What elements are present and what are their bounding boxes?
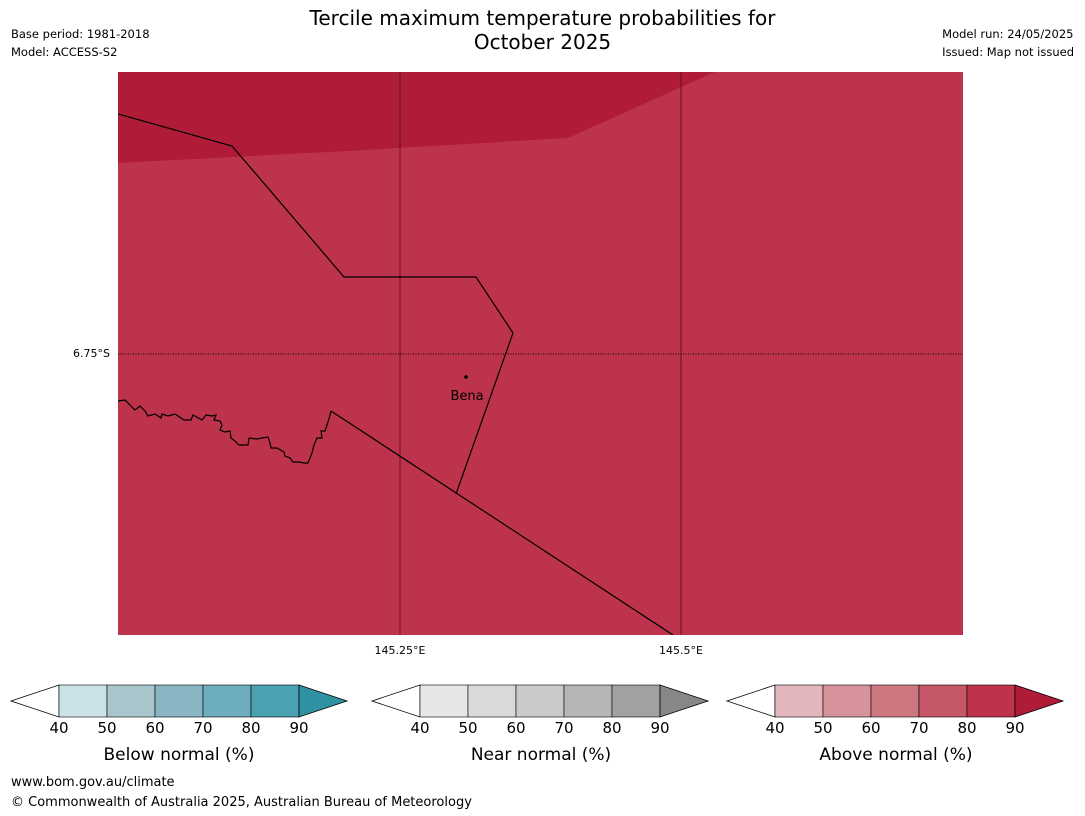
colorbar-over-arrow — [1014, 684, 1065, 718]
colorbar-tick-label: 70 — [193, 719, 213, 737]
map-canvas: Bena — [118, 72, 963, 635]
colorbar-over-arrow — [298, 684, 349, 718]
bena-label: Bena — [450, 389, 483, 404]
colorbar-tick-label: 80 — [957, 719, 977, 737]
river-boundary — [118, 399, 332, 464]
colorbar-tick-label: 40 — [410, 719, 430, 737]
meta-right: Model run: 24/05/2025 Issued: Map not is… — [942, 25, 1074, 61]
colorbar-under-arrow — [370, 684, 421, 718]
below-normal-colorbar — [9, 684, 349, 718]
map-region-high — [118, 72, 715, 163]
colorbar-segment — [774, 684, 824, 718]
colorbar-segment — [515, 684, 565, 718]
colorbar-tick-label: 60 — [861, 719, 881, 737]
colorbar-segment — [467, 684, 517, 718]
colorbar-tick-label: 80 — [241, 719, 261, 737]
below-normal-label: Below normal (%) — [103, 745, 255, 765]
colorbar-segment — [419, 684, 469, 718]
province-boundary — [118, 113, 514, 495]
above-normal-colorbar — [725, 684, 1065, 718]
base-period: Base period: 1981-2018 — [11, 27, 150, 41]
colorbar-segment — [563, 684, 613, 718]
colorbar-under-arrow — [9, 684, 60, 718]
meta-left: Base period: 1981-2018 Model: ACCESS-S2 — [11, 25, 150, 61]
colorbar-tick-label: 80 — [602, 719, 622, 737]
model-name: Model: ACCESS-S2 — [11, 45, 118, 59]
footer-url[interactable]: www.bom.gov.au/climate — [11, 775, 175, 790]
near-normal-label: Near normal (%) — [470, 745, 612, 765]
colorbar-tick-label: 50 — [813, 719, 833, 737]
colorbar-segment — [966, 684, 1016, 718]
colorbar-tick-label: 60 — [145, 719, 165, 737]
near-normal-colorbar — [370, 684, 710, 718]
colorbar-tick-label: 50 — [458, 719, 478, 737]
colorbar-tick-label: 40 — [49, 719, 69, 737]
colorbar-tick-label: 90 — [650, 719, 670, 737]
map-title-line1: Tercile maximum temperature probabilitie… — [309, 6, 776, 30]
colorbar-tick-label: 90 — [1005, 719, 1025, 737]
colorbar-segment — [822, 684, 872, 718]
colorbar-tick-label: 70 — [554, 719, 574, 737]
longitude-label-14525: 145.25°E — [374, 644, 426, 657]
bena-marker — [464, 375, 468, 379]
colorbar-under-arrow — [725, 684, 776, 718]
colorbar-tick-label: 90 — [289, 719, 309, 737]
colorbar-tick-label: 40 — [765, 719, 785, 737]
colorbar-segment — [611, 684, 661, 718]
model-run: Model run: 24/05/2025 — [942, 27, 1074, 41]
above-normal-label: Above normal (%) — [819, 745, 973, 765]
colorbar-segment — [106, 684, 156, 718]
colorbar-tick-label: 70 — [909, 719, 929, 737]
colorbar-tick-label: 50 — [97, 719, 117, 737]
colorbar-tick-label: 60 — [506, 719, 526, 737]
colorbars — [9, 684, 1065, 718]
latitude-label: 6.75°S — [73, 347, 110, 360]
colorbar-segment — [870, 684, 920, 718]
map-title: Tercile maximum temperature probabilitie… — [0, 6, 1085, 54]
issue-status: Issued: Map not issued — [942, 45, 1074, 59]
footer-copyright: © Commonwealth of Australia 2025, Austra… — [11, 795, 472, 810]
colorbar-segment — [918, 684, 968, 718]
colorbar-segment — [58, 684, 108, 718]
province-boundary — [330, 410, 674, 635]
colorbar-segment — [250, 684, 300, 718]
colorbar-segment — [154, 684, 204, 718]
colorbar-over-arrow — [659, 684, 710, 718]
longitude-label-1455: 145.5°E — [659, 644, 703, 657]
colorbar-segment — [202, 684, 252, 718]
map-title-line2: October 2025 — [473, 30, 612, 54]
